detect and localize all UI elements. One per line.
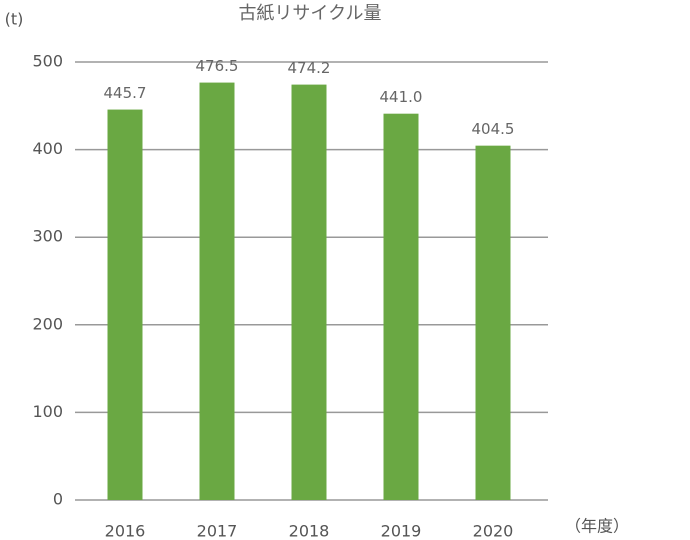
x-tick-label: 2019 bbox=[381, 522, 422, 540]
y-tick-label: 100 bbox=[32, 402, 63, 421]
y-tick-label: 300 bbox=[32, 227, 63, 246]
y-tick-label: 400 bbox=[32, 139, 63, 158]
y-axis-label: (t) bbox=[5, 10, 24, 29]
chart-title: 古紙リサイクル量 bbox=[238, 3, 381, 24]
y-tick-label: 200 bbox=[32, 314, 63, 333]
bar bbox=[383, 113, 419, 501]
bar bbox=[199, 82, 235, 500]
x-tick-label: 2018 bbox=[289, 522, 330, 540]
x-tick-label: 2020 bbox=[473, 522, 514, 540]
value-label: 441.0 bbox=[380, 88, 423, 106]
y-tick-label: 0 bbox=[53, 490, 63, 509]
x-axis-label: （年度） bbox=[565, 517, 629, 536]
value-label: 476.5 bbox=[196, 57, 239, 75]
value-label: 445.7 bbox=[104, 84, 147, 102]
x-tick-label: 2016 bbox=[105, 522, 146, 540]
bar bbox=[107, 109, 143, 500]
value-label: 404.5 bbox=[472, 120, 515, 138]
bar bbox=[291, 84, 327, 500]
y-tick-label: 500 bbox=[32, 52, 63, 71]
bar bbox=[475, 145, 511, 500]
value-label: 474.2 bbox=[288, 59, 331, 77]
x-tick-label: 2017 bbox=[197, 522, 238, 540]
